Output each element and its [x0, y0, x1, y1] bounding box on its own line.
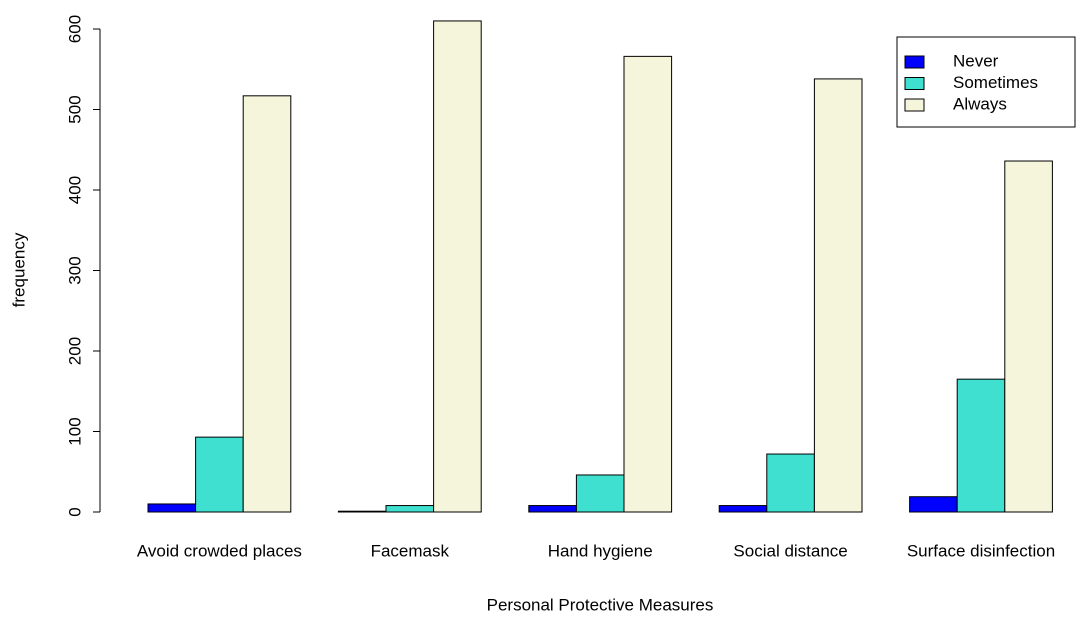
bar: [575, 474, 625, 513]
x-tick-label: Facemask: [371, 541, 450, 560]
x-tick-label: Surface disinfection: [907, 541, 1055, 560]
bar: [195, 436, 244, 513]
legend-swatch: [904, 55, 925, 69]
y-axis-title: frequency: [9, 232, 28, 307]
y-tick-label: 600: [65, 15, 84, 43]
bar: [337, 510, 387, 513]
bar: [147, 503, 197, 513]
bar: [433, 20, 482, 513]
bar: [242, 95, 292, 513]
bar: [909, 496, 958, 513]
bar: [1004, 160, 1053, 513]
x-tick-label: Avoid crowded places: [137, 541, 302, 560]
legend-box: [896, 36, 1076, 128]
bar: [528, 505, 577, 513]
y-tick-label: 300: [65, 256, 84, 284]
y-tick-label: 100: [65, 417, 84, 445]
x-axis-title: Personal Protective Measures: [487, 595, 714, 614]
legend-label: Never: [953, 51, 999, 70]
bar: [718, 505, 768, 513]
legend-label: Always: [953, 94, 1007, 113]
y-tick-label: 200: [65, 337, 84, 365]
legend-swatch: [904, 77, 925, 90]
bar: [813, 78, 863, 513]
bar: [766, 453, 815, 513]
bar: [956, 378, 1006, 513]
bar: [623, 55, 673, 513]
legend-swatch: [904, 98, 925, 112]
bar: [385, 505, 435, 513]
legend-label: Sometimes: [953, 73, 1038, 92]
y-tick-label: 400: [65, 176, 84, 204]
x-tick-label: Hand hygiene: [548, 541, 653, 560]
y-tick-label: 500: [65, 95, 84, 123]
x-tick-label: Social distance: [733, 541, 847, 560]
y-tick-label: 0: [65, 507, 84, 516]
